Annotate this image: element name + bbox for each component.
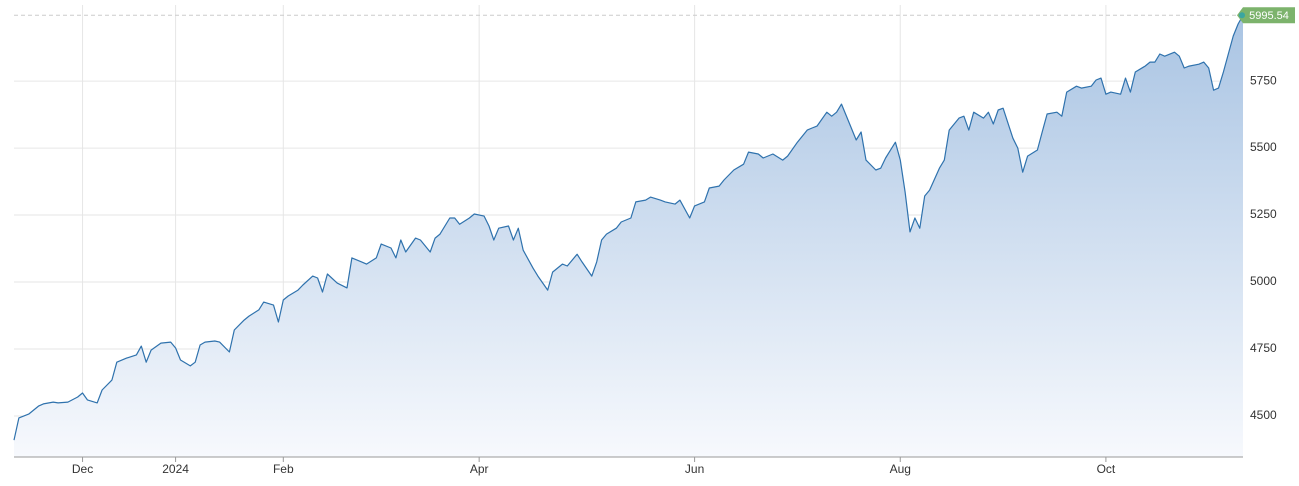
x-tick-label: Aug [890,462,911,476]
last-value-dot [1239,12,1245,19]
y-tick-label: 4750 [1250,341,1277,355]
y-tick-label: 5500 [1250,140,1277,154]
y-tick-label: 5250 [1250,207,1277,221]
last-value-label: 5995.54 [1249,10,1289,22]
x-tick-label: 2024 [162,462,189,476]
y-tick-label: 5750 [1250,73,1277,87]
x-tick-label: Oct [1097,462,1116,476]
x-tick-label: Feb [273,462,294,476]
y-tick-label: 5000 [1250,274,1277,288]
x-tick-label: Dec [72,462,93,476]
y-tick-label: 4500 [1250,408,1277,422]
last-value-badge [1237,7,1295,24]
line [13,15,1244,441]
x-tick-label: Jun [685,462,704,476]
area [14,15,1243,458]
x-tick-label: Apr [470,462,489,476]
